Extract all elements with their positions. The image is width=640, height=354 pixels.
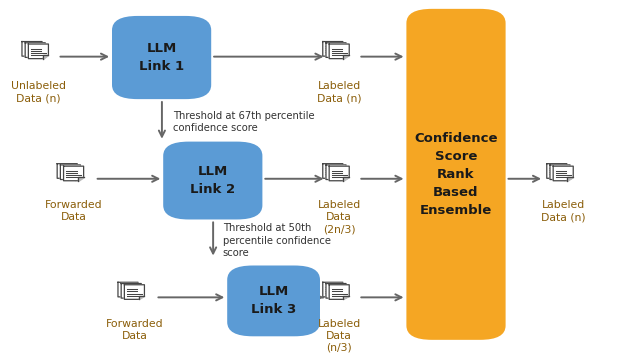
Polygon shape — [118, 282, 138, 297]
Polygon shape — [60, 165, 81, 179]
Polygon shape — [561, 175, 567, 178]
FancyBboxPatch shape — [112, 16, 211, 99]
Polygon shape — [138, 296, 145, 299]
Text: LLM
Link 2: LLM Link 2 — [190, 165, 236, 196]
Text: Labeled
Data
(n/3): Labeled Data (n/3) — [317, 319, 361, 353]
Polygon shape — [340, 54, 346, 57]
Polygon shape — [323, 41, 343, 56]
Polygon shape — [326, 284, 346, 298]
Polygon shape — [337, 175, 343, 178]
Text: Forwarded
Data: Forwarded Data — [45, 200, 102, 222]
FancyBboxPatch shape — [163, 142, 262, 219]
Polygon shape — [343, 296, 349, 299]
FancyBboxPatch shape — [227, 266, 320, 336]
Polygon shape — [57, 164, 77, 178]
Text: Forwarded
Data: Forwarded Data — [106, 319, 163, 341]
Polygon shape — [326, 43, 346, 57]
Polygon shape — [63, 166, 84, 181]
Polygon shape — [121, 284, 141, 298]
Text: Labeled
Data
(2n/3): Labeled Data (2n/3) — [317, 200, 361, 234]
Polygon shape — [340, 295, 346, 298]
Polygon shape — [74, 176, 81, 179]
Text: Confidence
Score
Rank
Based
Ensemble: Confidence Score Rank Based Ensemble — [414, 132, 498, 217]
FancyBboxPatch shape — [406, 9, 506, 340]
Polygon shape — [343, 177, 349, 181]
Polygon shape — [323, 164, 343, 178]
Polygon shape — [553, 166, 573, 181]
Text: LLM
Link 3: LLM Link 3 — [251, 285, 296, 316]
Polygon shape — [547, 164, 567, 178]
Polygon shape — [550, 165, 570, 179]
Polygon shape — [326, 165, 346, 179]
Polygon shape — [132, 293, 138, 297]
Polygon shape — [329, 285, 349, 299]
Text: Labeled
Data (n): Labeled Data (n) — [317, 81, 362, 103]
Text: LLM
Link 1: LLM Link 1 — [139, 42, 184, 73]
Text: Threshold at 50th
percentile confidence
score: Threshold at 50th percentile confidence … — [223, 223, 331, 258]
Polygon shape — [36, 53, 42, 56]
Polygon shape — [337, 53, 343, 56]
Polygon shape — [323, 282, 343, 297]
Polygon shape — [39, 54, 45, 57]
Polygon shape — [329, 44, 349, 59]
Polygon shape — [337, 293, 343, 297]
Polygon shape — [329, 166, 349, 181]
Polygon shape — [343, 55, 349, 59]
Polygon shape — [135, 295, 141, 298]
Text: Labeled
Data (n): Labeled Data (n) — [541, 200, 586, 222]
Text: Unlabeled
Data (n): Unlabeled Data (n) — [11, 81, 66, 103]
Polygon shape — [124, 285, 145, 299]
Polygon shape — [28, 44, 49, 59]
Text: Threshold at 67th percentile
confidence score: Threshold at 67th percentile confidence … — [173, 111, 314, 133]
Polygon shape — [71, 175, 77, 178]
Polygon shape — [25, 43, 45, 57]
Polygon shape — [567, 177, 573, 181]
Polygon shape — [42, 55, 49, 59]
Polygon shape — [77, 177, 84, 181]
Polygon shape — [564, 176, 570, 179]
Polygon shape — [340, 176, 346, 179]
Polygon shape — [22, 41, 42, 56]
